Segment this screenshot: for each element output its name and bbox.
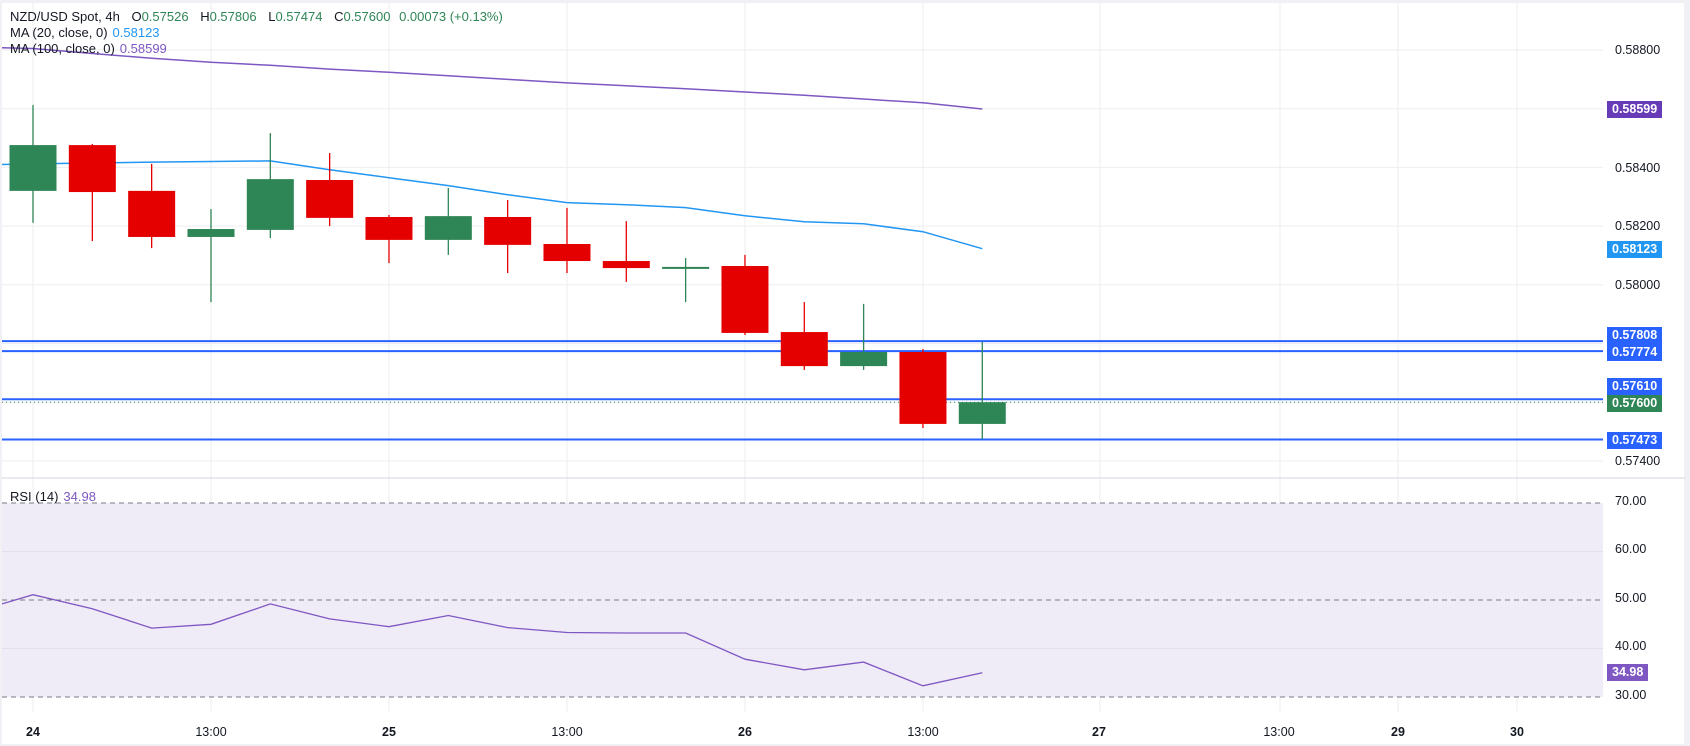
rsi-tick: 30.00 (1615, 688, 1647, 702)
time-label: 26 (738, 725, 752, 739)
candle-bearish[interactable] (780, 332, 828, 367)
close-value: 0.57600 (343, 9, 391, 24)
candle-bearish[interactable] (306, 180, 354, 218)
time-label: 13:00 (907, 725, 939, 739)
low-value: 0.57474 (275, 9, 323, 24)
candle-bullish[interactable] (9, 145, 57, 191)
price-tick: 0.58000 (1615, 278, 1661, 292)
price-tick: 0.58800 (1615, 43, 1661, 57)
price-tick: 0.57400 (1615, 454, 1661, 468)
chart-frame: NZD/USD Spot, 4h O0.57526 H0.57806 L0.57… (2, 3, 1685, 744)
rsi-tick: 40.00 (1615, 639, 1647, 653)
rsi-tick: 70.00 (1615, 494, 1647, 508)
ma100-line[interactable] (2, 46, 983, 110)
candle-bearish[interactable] (365, 217, 413, 240)
symbol-title: NZD/USD Spot, 4h (10, 9, 120, 24)
ma100-legend[interactable]: MA (100, close, 0) 0.58599 (10, 41, 167, 57)
candle-bullish[interactable] (958, 402, 1006, 424)
rsi-tick: 50.00 (1615, 591, 1647, 605)
rsi-tick: 60.00 (1615, 542, 1647, 556)
candle-bearish[interactable] (721, 266, 769, 333)
hline-badge-0-57610: 0.57610 (1607, 378, 1663, 395)
candle-bullish[interactable] (246, 179, 294, 230)
ma20-line[interactable] (2, 160, 983, 250)
open-value: 0.57526 (141, 9, 189, 24)
rsi-value-badge: 34.98 (1607, 664, 1649, 681)
rsi-value: 34.98 (63, 489, 96, 504)
candle-bearish[interactable] (484, 217, 532, 245)
time-label: 13:00 (1263, 725, 1295, 739)
hline-badge-0-57473: 0.57473 (1607, 432, 1663, 449)
time-label: 24 (26, 725, 40, 739)
ma20-legend[interactable]: MA (20, close, 0) 0.58123 (10, 25, 160, 41)
ma100-price-badge: 0.58599 (1607, 101, 1663, 118)
ma20-value: 0.58123 (112, 25, 160, 40)
time-label: 27 (1092, 725, 1106, 739)
ma20-price-badge: 0.58123 (1607, 241, 1663, 258)
time-label: 25 (382, 725, 396, 739)
time-label: 13:00 (195, 725, 227, 739)
ma20-label: MA (20, close, 0) (10, 25, 108, 40)
candle-bearish[interactable] (899, 352, 947, 424)
time-label: 30 (1510, 725, 1524, 739)
hline-badge-0-57774: 0.57774 (1607, 344, 1663, 361)
time-label: 13:00 (551, 725, 583, 739)
rsi-label: RSI (14) (10, 489, 59, 504)
candle-bullish[interactable] (187, 229, 235, 237)
rsi-line[interactable] (2, 594, 983, 687)
low-label: L (268, 9, 276, 24)
rsi-legend[interactable]: RSI (14) 34.98 (10, 489, 96, 505)
candle-bullish[interactable] (424, 216, 472, 240)
candle-bullish[interactable] (840, 352, 888, 367)
price-tick: 0.58200 (1615, 219, 1661, 233)
change-value: 0.00073 (+0.13%) (399, 9, 503, 24)
candle-bullish[interactable] (662, 266, 710, 269)
candle-bearish[interactable] (128, 190, 176, 237)
chart-canvas[interactable] (2, 3, 1685, 744)
symbol-legend: NZD/USD Spot, 4h O0.57526 H0.57806 L0.57… (10, 9, 503, 25)
high-value: 0.57806 (209, 9, 257, 24)
close-label: C (334, 9, 344, 24)
time-label: 29 (1391, 725, 1405, 739)
price-tick: 0.58400 (1615, 161, 1661, 175)
ma100-value: 0.58599 (119, 41, 167, 56)
candle-bearish[interactable] (602, 261, 650, 269)
high-label: H (200, 9, 210, 24)
open-label: O (131, 9, 142, 24)
last-price-badge: 0.57600 (1607, 395, 1663, 412)
candle-bearish[interactable] (543, 244, 591, 262)
hline-badge-0-57808: 0.57808 (1607, 327, 1663, 344)
candle-bearish[interactable] (68, 145, 116, 193)
ma100-label: MA (100, close, 0) (10, 41, 115, 56)
